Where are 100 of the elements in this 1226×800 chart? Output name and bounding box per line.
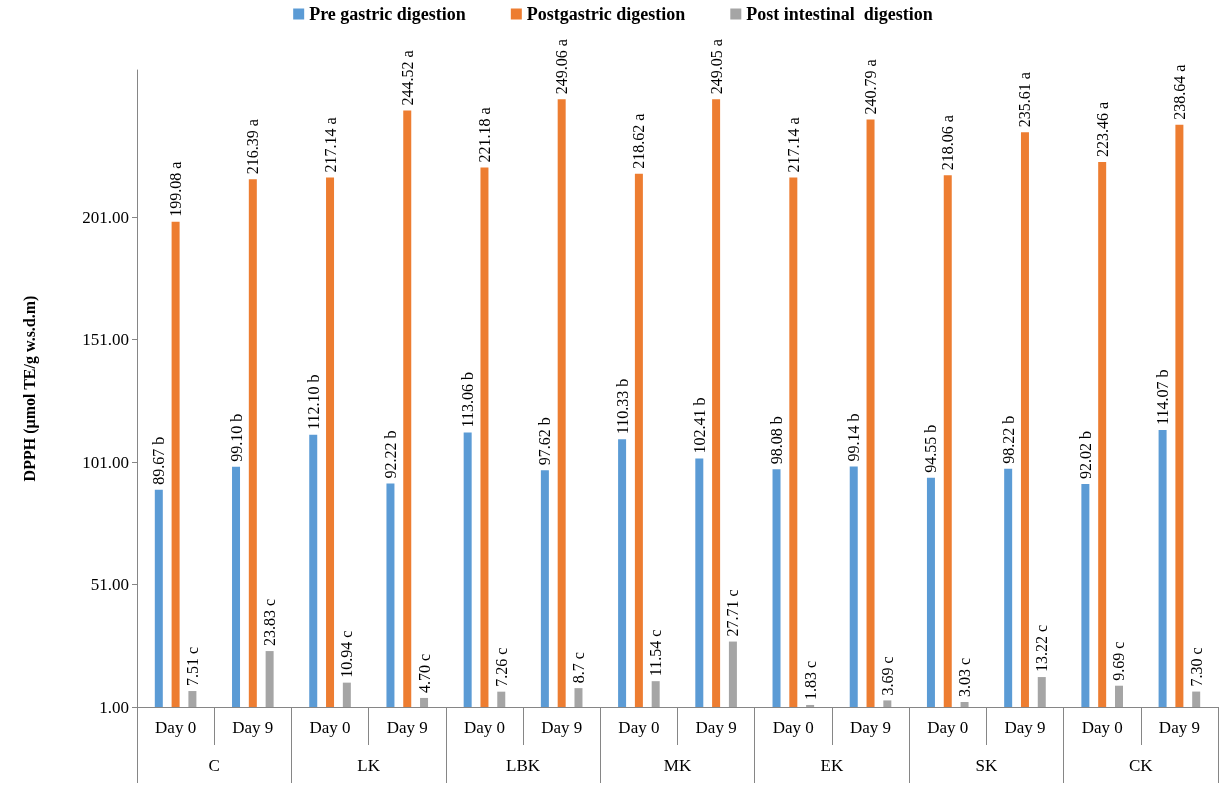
bar <box>772 469 781 707</box>
data-label: 13.22 c <box>1033 624 1051 673</box>
bar <box>883 700 892 707</box>
data-label: 1.83 c <box>801 660 819 700</box>
bar <box>386 483 395 707</box>
data-label: 218.62 a <box>630 113 648 169</box>
data-label: 8.7 c <box>569 652 587 684</box>
data-label: 217.14 a <box>321 117 339 173</box>
x-tick-label: Day 0 <box>618 718 660 737</box>
legend-label: Postgastric digestion <box>526 4 686 24</box>
bar <box>618 439 627 707</box>
bar <box>1098 161 1107 707</box>
bar <box>789 177 798 707</box>
data-label: 23.83 c <box>261 598 279 647</box>
data-label: 221.18 a <box>475 107 493 163</box>
bar <box>1020 132 1029 707</box>
data-label: 199.08 a <box>167 161 185 217</box>
data-label: 7.51 c <box>183 646 201 687</box>
bar <box>497 691 506 707</box>
bar <box>728 641 737 707</box>
x-tick-label: Day 0 <box>309 718 351 737</box>
y-tick-label: 101.00 <box>82 452 129 472</box>
data-label: 7.26 c <box>492 647 510 687</box>
y-tick-label: 1.00 <box>99 697 129 717</box>
text: MK <box>663 756 692 775</box>
data-label: 114.07 b <box>1154 369 1172 425</box>
x-tick-label: Day 0 <box>927 718 969 737</box>
data-label: 113.06 b <box>459 372 477 428</box>
bar <box>248 179 257 707</box>
bar <box>265 651 274 707</box>
data-label: 3.69 c <box>878 656 896 696</box>
x-tick-label: Day 9 <box>1158 718 1200 737</box>
x-tick-label: Day 9 <box>850 718 892 737</box>
bar <box>1081 484 1090 707</box>
data-label: 92.02 b <box>1076 431 1094 479</box>
bar <box>712 99 721 707</box>
data-label: 249.06 a <box>553 39 571 95</box>
data-label: 98.08 b <box>768 416 786 465</box>
text: LK <box>357 756 381 775</box>
bar <box>926 477 935 707</box>
bar <box>634 173 643 707</box>
y-axis-title: DPPH (µmol TE/g w.s.d.m) <box>20 295 39 482</box>
data-label: 10.94 c <box>338 630 356 678</box>
y-tick-label: 151.00 <box>82 330 129 349</box>
legend-label: Pre gastric digestion <box>309 4 466 24</box>
bar <box>943 175 952 707</box>
bar <box>309 434 318 707</box>
data-label: 110.33 b <box>613 378 631 435</box>
data-label: 98.22 b <box>999 415 1017 464</box>
bar <box>557 99 566 707</box>
y-tick-label: 51.00 <box>90 575 129 594</box>
bar <box>463 432 472 707</box>
bar <box>342 682 351 707</box>
bar <box>171 221 180 707</box>
data-label: 7.30 c <box>1187 647 1205 687</box>
x-tick-label: Day 9 <box>695 718 737 737</box>
text: CK <box>1128 756 1154 775</box>
data-label: 89.67 b <box>150 436 168 485</box>
bar <box>695 458 704 707</box>
data-label: 99.14 b <box>845 413 863 462</box>
x-tick-label: Day 0 <box>772 718 814 737</box>
bar <box>1158 429 1167 707</box>
bar <box>326 177 335 707</box>
data-label: 27.71 c <box>724 589 742 637</box>
data-label: 218.06 a <box>939 115 957 171</box>
x-tick-label: Day 9 <box>541 718 583 737</box>
data-label: 249.05 a <box>707 39 725 95</box>
bar <box>540 470 549 707</box>
bar <box>806 704 815 707</box>
data-label: 238.64 a <box>1170 64 1188 120</box>
data-label: 217.14 a <box>784 117 802 173</box>
data-label: 4.70 c <box>415 653 433 693</box>
x-tick-label: Day 0 <box>1081 718 1123 737</box>
x-tick-label: Day 9 <box>232 718 274 737</box>
bar <box>1004 468 1013 707</box>
x-tick-label: Day 9 <box>1004 718 1046 737</box>
bar <box>1114 685 1123 707</box>
data-label: 97.62 b <box>536 417 554 466</box>
data-label: 235.61 a <box>1016 72 1034 128</box>
bar <box>188 691 197 707</box>
x-tick-label: Day 0 <box>463 718 505 737</box>
data-label: 92.22 b <box>381 430 399 479</box>
data-label: 3.03 c <box>956 657 974 698</box>
x-tick-label: Day 0 <box>155 718 197 737</box>
data-label: 102.41 b <box>690 397 708 454</box>
bar <box>1037 677 1046 707</box>
legend-label: Post intestinal digestion <box>746 4 933 24</box>
data-label: 112.10 b <box>304 374 322 430</box>
data-label: 244.52 a <box>398 50 416 106</box>
bar <box>574 688 583 707</box>
bar <box>651 681 660 707</box>
data-label: 9.69 c <box>1110 641 1128 681</box>
bar <box>403 110 412 707</box>
data-label: 11.54 c <box>647 629 665 677</box>
data-label: 94.55 b <box>922 424 940 473</box>
data-label: 223.46 a <box>1093 101 1111 157</box>
data-label: 240.79 a <box>862 59 880 115</box>
bar <box>1175 124 1184 707</box>
text: SK <box>975 756 998 775</box>
bar <box>154 489 163 707</box>
